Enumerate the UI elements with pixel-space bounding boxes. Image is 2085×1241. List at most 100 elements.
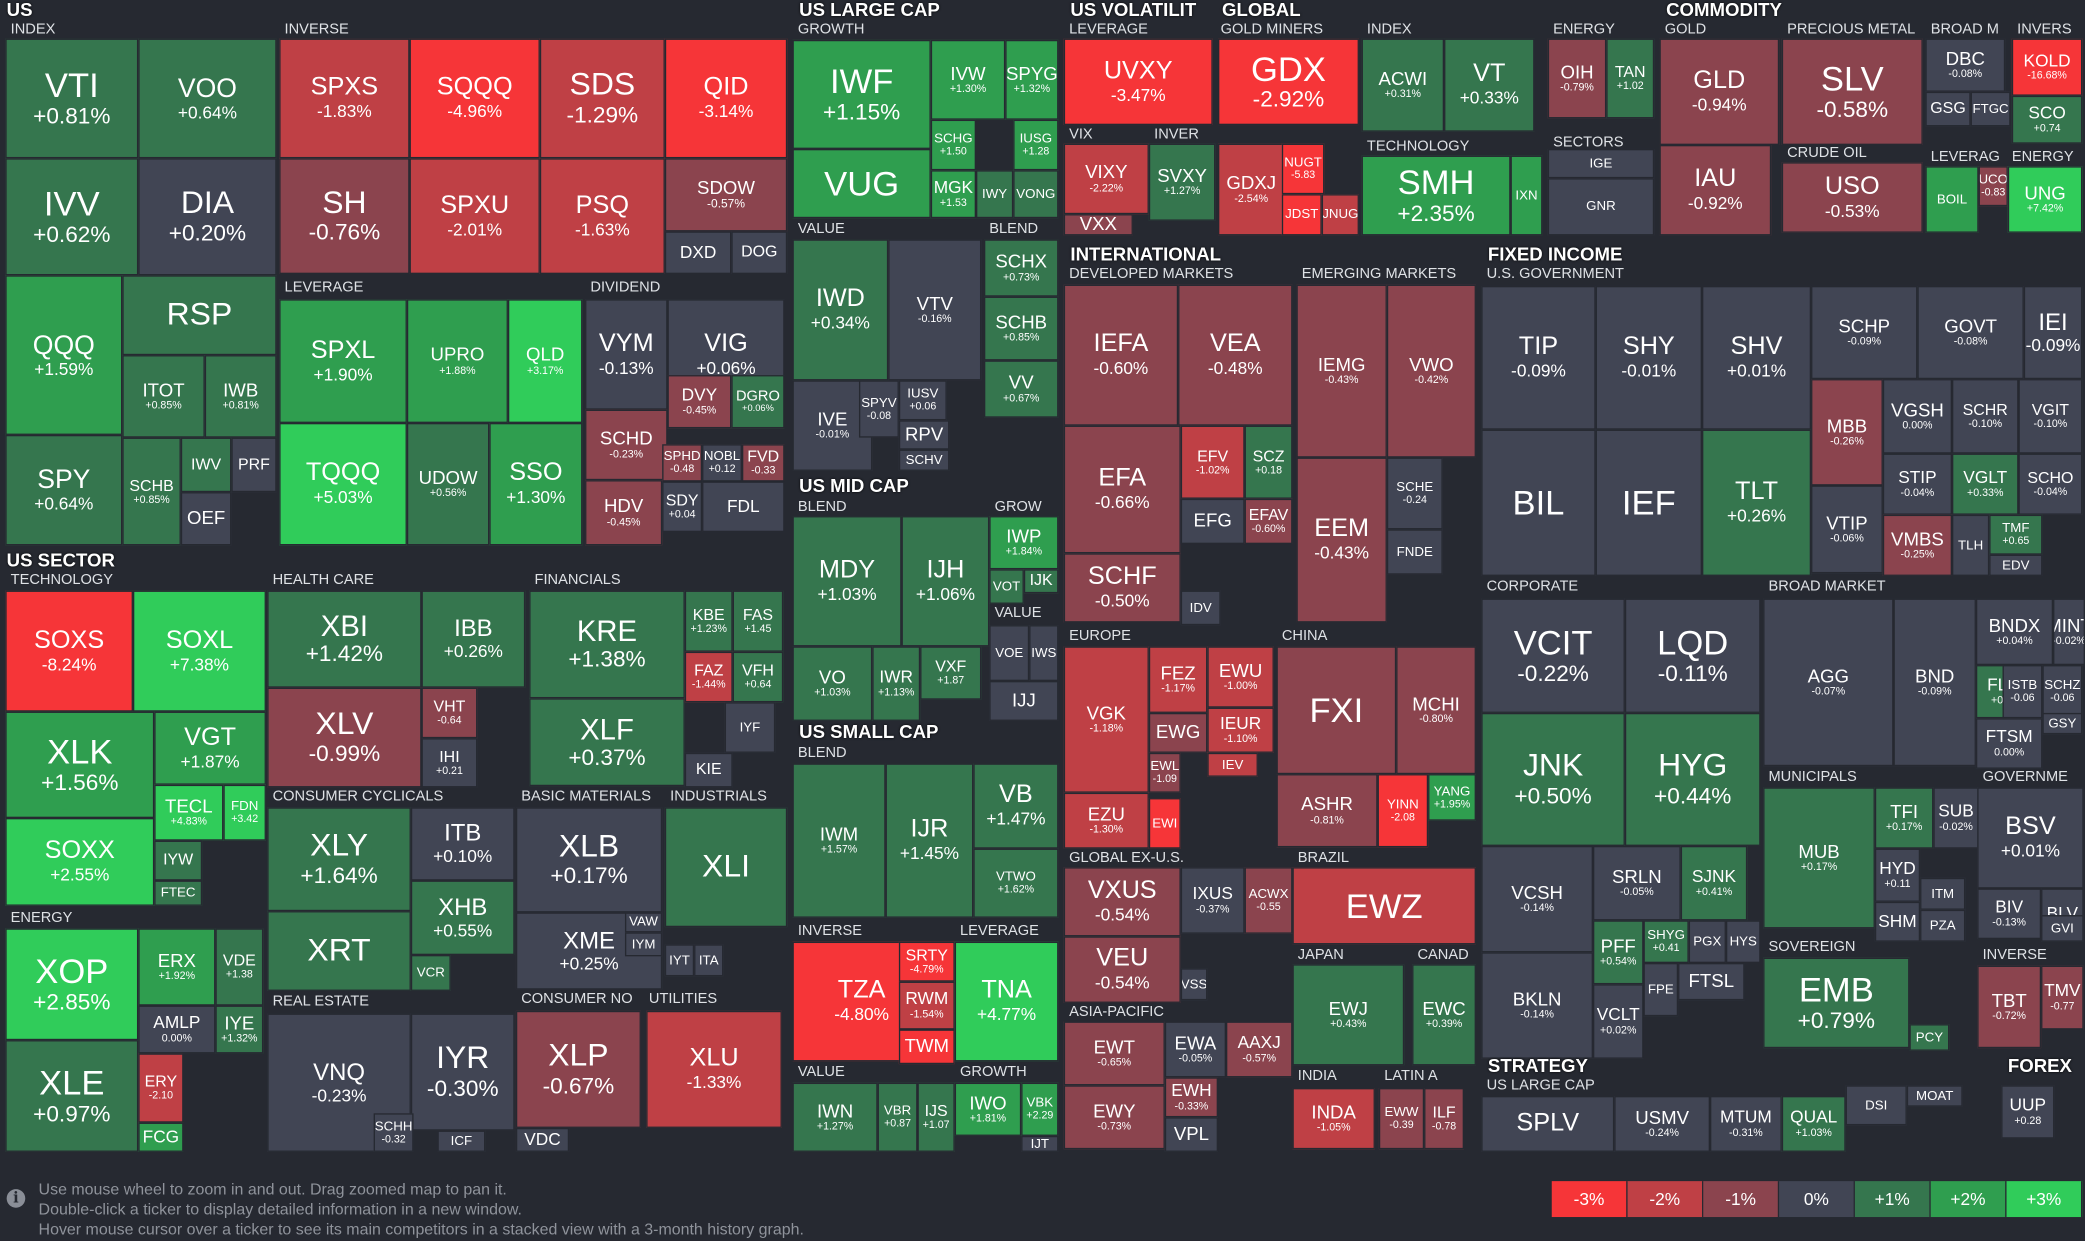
ticker-tile-vcr[interactable]: VCR [410,955,451,991]
ticker-tile-dia[interactable]: DIA +0.20% [138,158,277,276]
ticker-tile-shy[interactable]: SHY -0.01% [1595,285,1703,430]
ticker-tile-gsg[interactable]: GSG [1925,91,1971,127]
ticker-tile-fxi[interactable]: FXI [1276,646,1397,775]
ticker-tile-xlf[interactable]: XLF +0.37% [529,698,685,787]
ticker-tile-icf[interactable]: ICF [437,1130,486,1152]
ticker-tile-gdxj[interactable]: GDXJ -2.54% [1218,143,1285,236]
ticker-tile-itm[interactable]: ITM [1920,877,1966,910]
ticker-tile-govt[interactable]: GOVT -0.08% [1917,285,2024,380]
ticker-tile-sdow[interactable]: SDOW -0.57% [664,158,788,232]
ticker-tile-srln[interactable]: SRLN -0.05% [1592,845,1681,921]
ticker-tile-yang[interactable]: YANG +1.95% [1428,774,1476,821]
ticker-tile-fcg[interactable]: FCG [138,1122,184,1152]
ticker-tile-dxd[interactable]: DXD [664,231,732,275]
ticker-tile-ijk[interactable]: IJK [1023,569,1059,594]
ticker-tile-prf[interactable]: PRF [231,437,277,493]
ticker-tile-schv[interactable]: SCHV [898,449,950,471]
ticker-tile-hys[interactable]: HYS [1725,920,1761,963]
ticker-tile-gvi[interactable]: GVI [2041,915,2084,942]
ticker-tile-schb[interactable]: SCHB +0.85% [983,296,1059,361]
ticker-tile-sjnk[interactable]: SJNK +0.41% [1680,845,1748,921]
ticker-tile-xle[interactable]: XLE +0.97% [5,1040,139,1152]
ticker-tile-mchi[interactable]: MCHI -0.80% [1396,646,1476,775]
ticker-tile-slv[interactable]: SLV -0.58% [1781,38,1923,145]
ticker-tile-ihi[interactable]: IHI +0.21 [421,738,478,788]
ticker-tile-vt[interactable]: VT +0.33% [1444,38,1535,132]
ticker-tile-sdy[interactable]: SDY +0.04 [662,481,703,533]
ticker-tile-vgk[interactable]: VGK -1.18% [1063,646,1149,793]
ticker-tile-vong[interactable]: VONG [1013,170,1059,219]
ticker-tile-oef[interactable]: OEF [180,492,232,546]
ticker-tile-vcit[interactable]: VCIT -0.22% [1481,598,1625,713]
ticker-tile-agg[interactable]: AGG -0.07% [1763,598,1894,767]
ticker-tile-sphd[interactable]: SPHD -0.48 [662,444,703,482]
ticker-tile-schb[interactable]: SCHB +0.85% [122,437,181,546]
ticker-tile-usmv[interactable]: USMV -0.24% [1614,1096,1710,1152]
ticker-tile-iyt[interactable]: IYT [664,944,695,977]
ticker-tile-bnd[interactable]: BND -0.09% [1893,598,1976,767]
ticker-tile-itb[interactable]: ITB +0.10% [410,807,515,881]
ticker-tile-iyw[interactable]: IYW [154,840,203,881]
ticker-tile-kie[interactable]: KIE [684,752,733,788]
ticker-tile-erx[interactable]: ERX +1.92% [138,928,216,1006]
ticker-tile-vss[interactable]: VSS [1180,968,1208,1001]
ticker-tile-xop[interactable]: XOP +2.85% [5,928,139,1041]
ticker-tile-sh[interactable]: SH -0.76% [279,158,410,275]
ticker-tile-iym[interactable]: IYM [624,932,663,957]
ticker-tile-ijr[interactable]: IJR +1.45% [885,763,974,918]
ticker-tile-uso[interactable]: USO -0.53% [1781,162,1923,233]
ticker-tile-iau[interactable]: IAU -0.92% [1659,144,1772,236]
ticker-tile-iye[interactable]: IYE +1.32% [215,1005,264,1054]
ticker-tile-ivw[interactable]: IVW +1.30% [930,39,1006,120]
ticker-tile-ixus[interactable]: IXUS -0.37% [1180,867,1245,934]
ticker-tile-pza[interactable]: PZA [1920,909,1966,942]
ticker-tile-spyg[interactable]: SPYG +1.32% [1005,39,1059,120]
ticker-tile-spxl[interactable]: SPXL +1.90% [279,299,407,423]
ticker-tile-ijt[interactable]: IJT [1021,1135,1059,1152]
ticker-tile-upro[interactable]: UPRO +1.88% [406,299,508,423]
ticker-tile-faz[interactable]: FAZ -1.44% [684,651,733,703]
ticker-tile-udow[interactable]: UDOW +0.56% [406,422,490,546]
ticker-tile-uup[interactable]: UUP +0.28 [2001,1085,2055,1139]
ticker-tile-iusv[interactable]: IUSV +0.06 [898,380,947,421]
ticker-tile-psq[interactable]: PSQ -1.63% [539,158,665,275]
ticker-tile-schh[interactable]: SCHH -0.32 [373,1113,414,1152]
ticker-tile-kbe[interactable]: KBE +1.23% [684,590,733,652]
ticker-tile-vug[interactable]: VUG [792,148,931,219]
ticker-tile-eem[interactable]: EEM -0.43% [1296,457,1387,623]
ticker-tile-efav[interactable]: EFAV -0.60% [1244,498,1293,545]
ticker-tile-twm[interactable]: TWM [898,1029,955,1065]
ticker-tile-vclt[interactable]: VCLT +0.02% [1592,984,1644,1059]
ticker-tile-sco[interactable]: SCO +0.74 [2011,95,2083,144]
ticker-tile-svxy[interactable]: SVXY +1.27% [1148,143,1216,221]
ticker-tile-pff[interactable]: PFF +0.54% [1592,920,1644,985]
ticker-tile-ftec[interactable]: FTEC [154,880,203,906]
ticker-tile-vgit[interactable]: VGIT -0.10% [2018,379,2083,454]
ticker-tile-ewg[interactable]: EWG [1148,712,1208,753]
ticker-tile-shyg[interactable]: SHYG +0.41 [1643,920,1689,963]
ticker-tile-tmf[interactable]: TMF +0.65 [1989,514,2043,555]
ticker-tile-sche[interactable]: SCHE -0.24 [1386,457,1443,530]
ticker-tile-schg[interactable]: SCHG +1.50 [930,119,976,171]
ticker-tile-tqqq[interactable]: TQQQ +5.03% [279,422,407,546]
ticker-tile-dog[interactable]: DOG [731,231,788,275]
ticker-tile-tlt[interactable]: TLT +0.26% [1702,429,1812,576]
ticker-tile-vixy[interactable]: VIXY -2.22% [1063,143,1149,215]
ticker-tile-dgro[interactable]: DGRO +0.06% [731,375,785,429]
ticker-tile-tlh[interactable]: TLH [1951,514,1990,576]
ticker-tile-iws[interactable]: IWS [1029,625,1059,682]
ticker-tile-uco[interactable]: UCO -0.83 [1978,166,2008,207]
ticker-tile-vxus[interactable]: VXUS -0.54% [1063,867,1181,937]
ticker-tile-lqd[interactable]: LQD -0.11% [1624,598,1761,713]
ticker-tile-ewj[interactable]: EWJ +0.43% [1292,964,1405,1066]
ticker-tile-vbk[interactable]: VBK +2.29 [1021,1082,1059,1136]
ticker-tile-vtv[interactable]: VTV -0.16% [888,239,982,381]
ticker-tile-efa[interactable]: EFA -0.66% [1063,425,1181,554]
ticker-tile-vv[interactable]: VV +0.67% [983,360,1059,418]
ticker-tile-vot[interactable]: VOT [989,569,1024,604]
ticker-tile-ery[interactable]: ERY -2.10 [138,1053,184,1123]
ticker-tile-vfh[interactable]: VFH +0.64 [732,651,784,703]
ticker-tile-tfi[interactable]: TFI +0.17% [1874,787,1934,849]
ticker-tile-acwi[interactable]: ACWI +0.31% [1361,38,1445,132]
ticker-tile-vpl[interactable]: VPL [1164,1117,1219,1152]
